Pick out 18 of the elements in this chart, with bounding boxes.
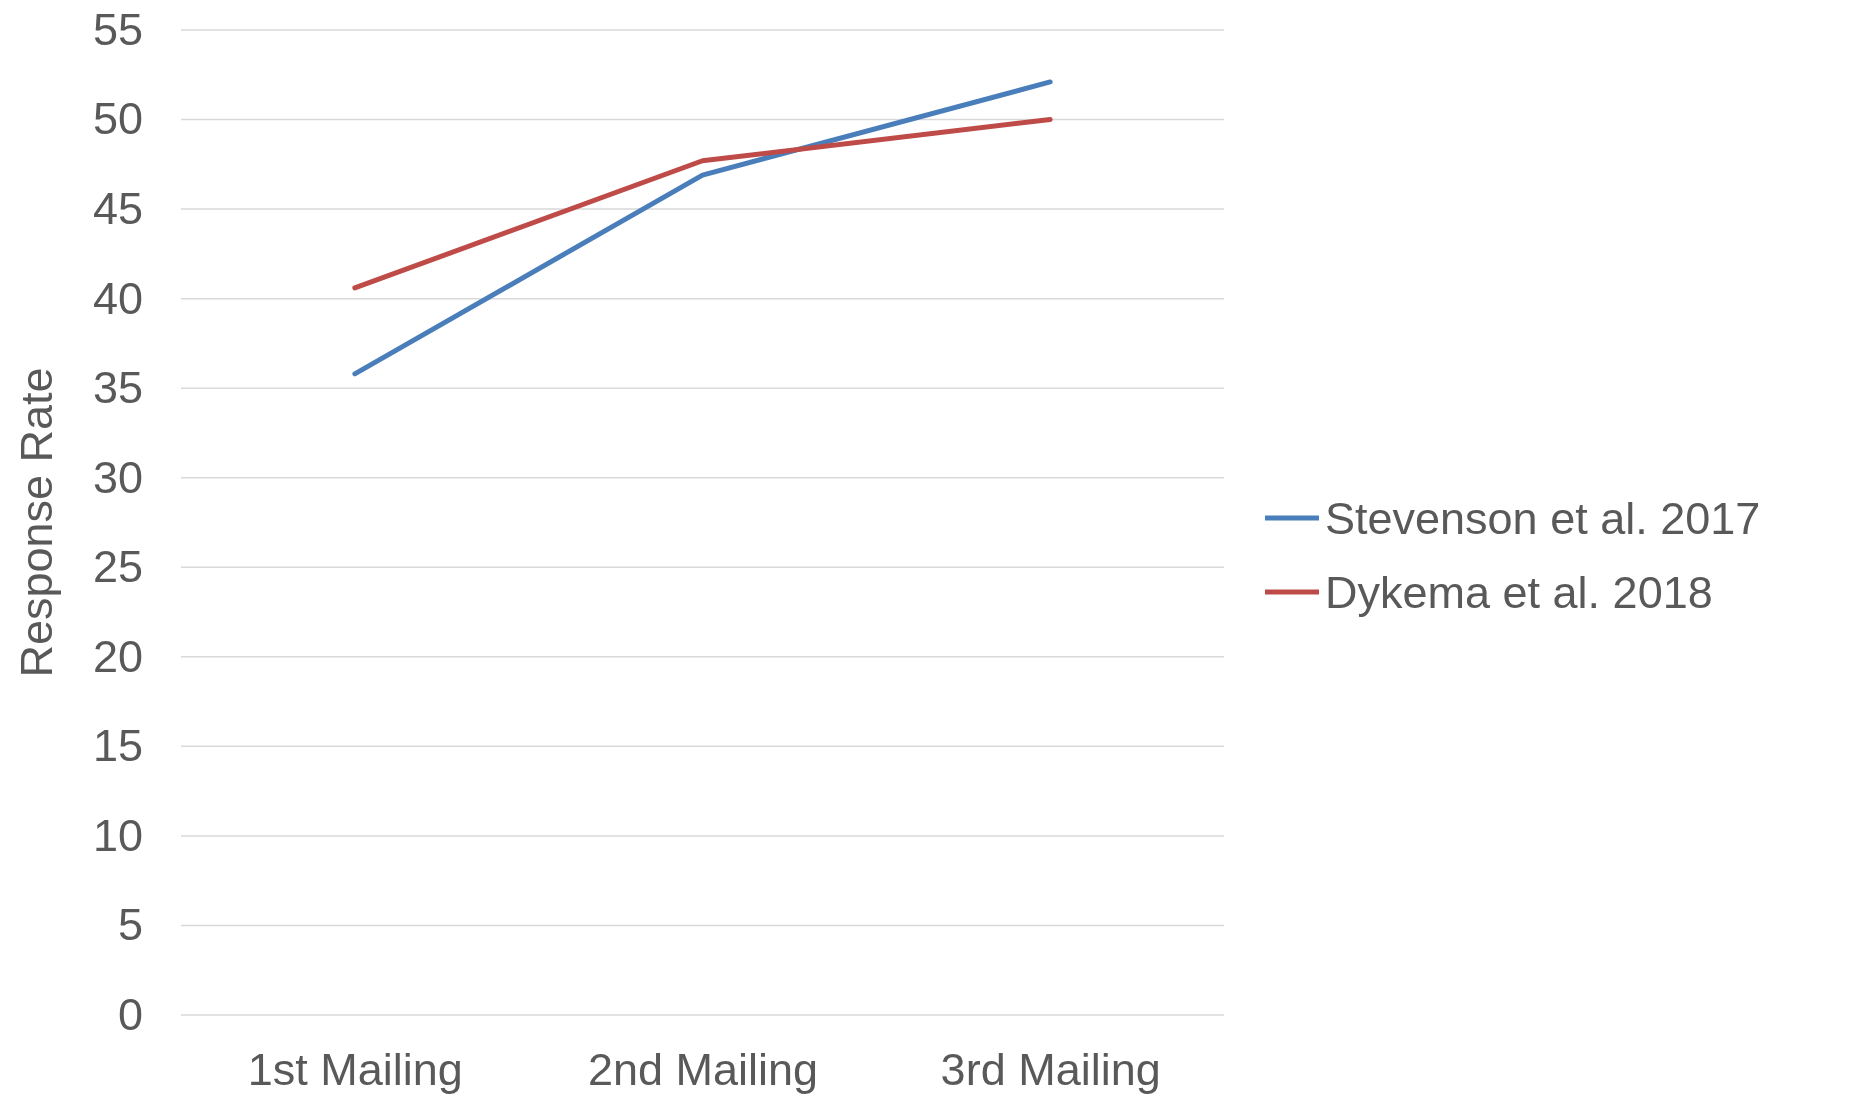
y-tick-label: 35 [92, 362, 143, 414]
y-tick-label: 10 [92, 809, 143, 861]
y-tick-label: 20 [92, 630, 143, 682]
y-tick-label: 55 [92, 3, 143, 55]
y-tick-label: 50 [92, 93, 143, 145]
x-tick-label: 2nd Mailing [587, 1043, 819, 1095]
y-tick-label: 40 [92, 272, 143, 324]
y-tick-label: 0 [117, 988, 143, 1040]
legend-label: Stevenson et al. 2017 [1325, 492, 1761, 544]
x-tick-label: 1st Mailing [247, 1043, 463, 1095]
y-tick-label: 25 [92, 541, 143, 593]
y-tick-label: 15 [92, 720, 143, 772]
y-tick-label: 45 [92, 182, 143, 234]
y-tick-label: 5 [117, 899, 143, 951]
y-tick-label: 30 [92, 451, 143, 503]
x-tick-label: 3rd Mailing [940, 1043, 1161, 1095]
y-axis-title: Response Rate [11, 367, 62, 678]
legend-label: Dykema et al. 2018 [1325, 566, 1713, 618]
